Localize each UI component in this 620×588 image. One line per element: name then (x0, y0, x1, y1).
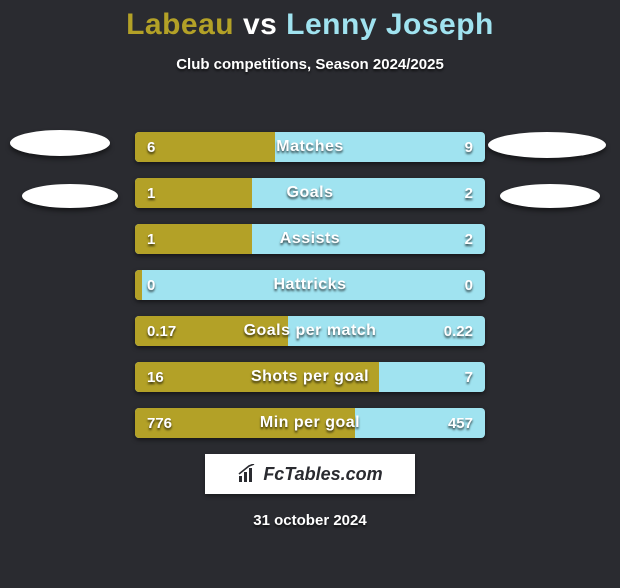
brand-text: FcTables.com (263, 464, 382, 485)
brand-badge: FcTables.com (205, 454, 415, 494)
player1-name: Labeau (126, 8, 234, 41)
placeholder-ellipse (10, 130, 110, 156)
stat-label: Goals (135, 178, 485, 208)
subtitle: Club competitions, Season 2024/2025 (0, 56, 620, 73)
vs-text: vs (234, 8, 286, 41)
stat-row: 12Goals (135, 178, 485, 208)
placeholder-ellipse (22, 184, 118, 208)
stat-label: Min per goal (135, 408, 485, 438)
date-text: 31 october 2024 (0, 512, 620, 529)
stat-row: 69Matches (135, 132, 485, 162)
chart-icon (237, 464, 257, 484)
comparison-title: Labeau vs Lenny Joseph (0, 8, 620, 42)
stat-row: 776457Min per goal (135, 408, 485, 438)
stat-label: Matches (135, 132, 485, 162)
stat-row: 12Assists (135, 224, 485, 254)
stat-label: Shots per goal (135, 362, 485, 392)
stat-row: 0.170.22Goals per match (135, 316, 485, 346)
stat-label: Goals per match (135, 316, 485, 346)
stat-label: Hattricks (135, 270, 485, 300)
stat-row: 167Shots per goal (135, 362, 485, 392)
stat-row: 00Hattricks (135, 270, 485, 300)
placeholder-ellipse (488, 132, 606, 158)
stat-bars: 69Matches 12Goals 12Assists 00Hattricks 0.17… (135, 132, 485, 454)
player2-name: Lenny Joseph (286, 8, 494, 41)
stat-label: Assists (135, 224, 485, 254)
placeholder-ellipse (500, 184, 600, 208)
